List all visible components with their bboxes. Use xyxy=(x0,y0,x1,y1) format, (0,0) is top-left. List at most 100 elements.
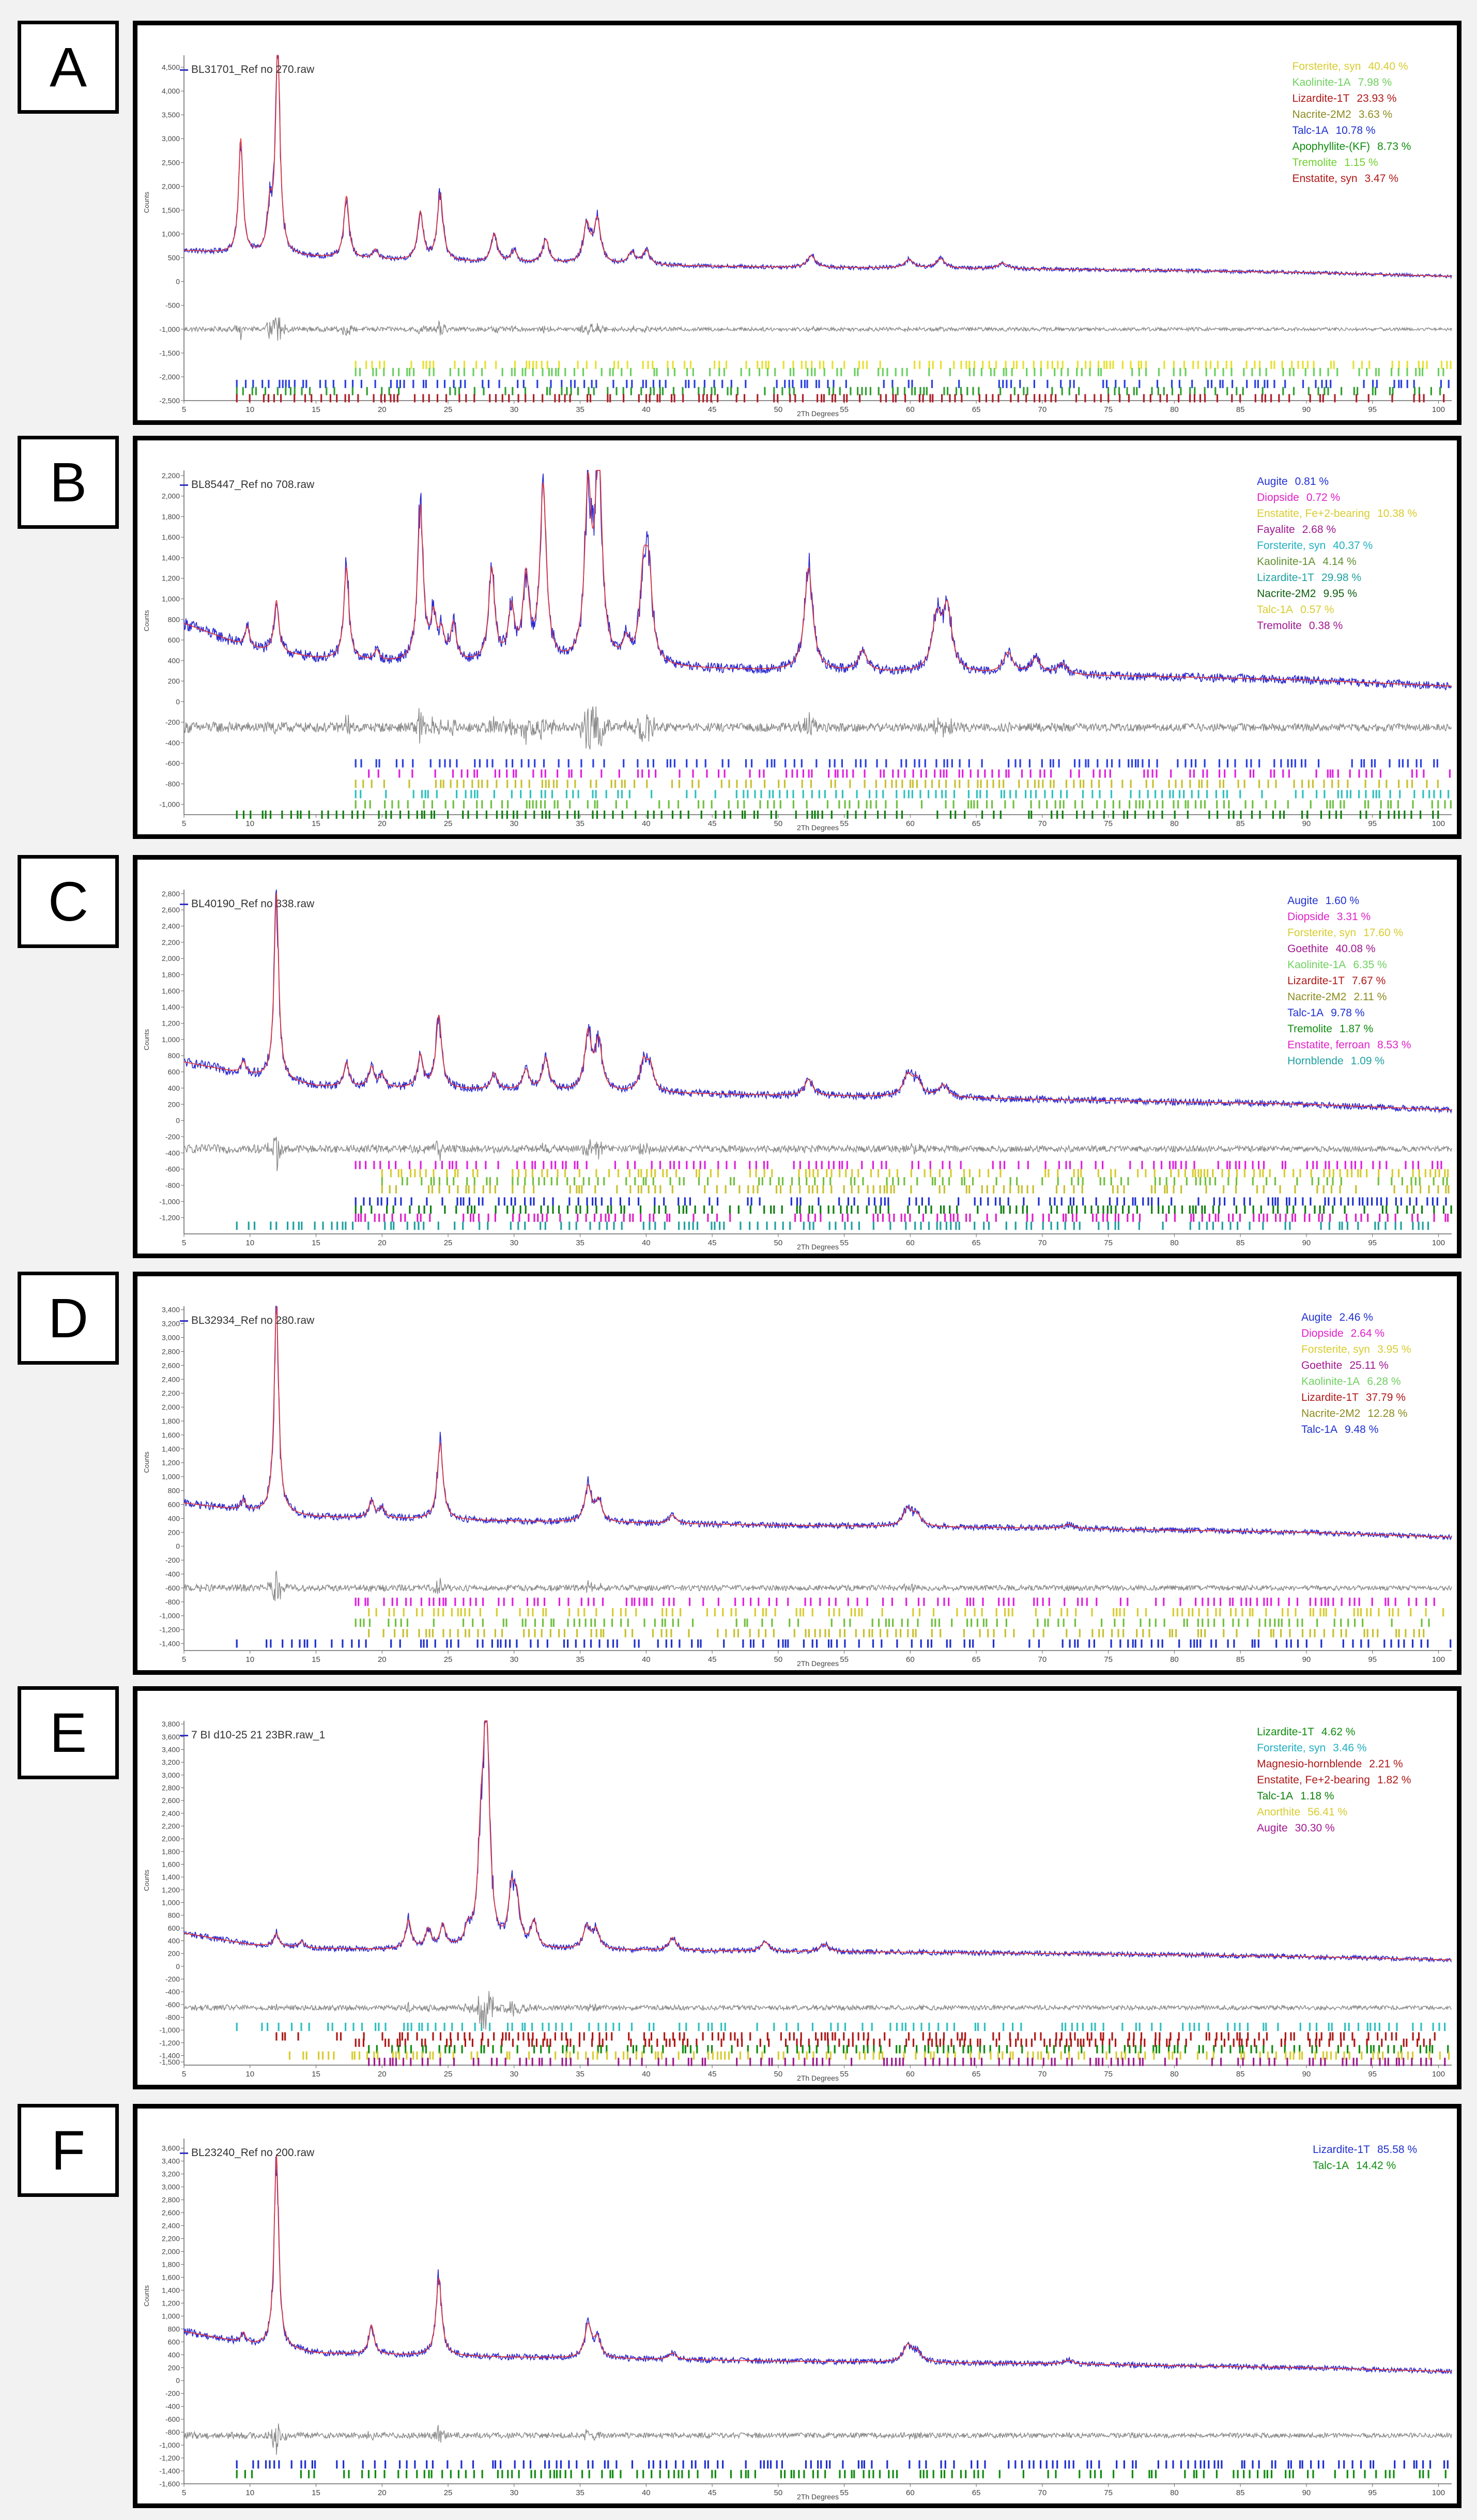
phase-name: Enstatite, ferroan xyxy=(1287,1039,1370,1051)
y-tick-label: 2,600 xyxy=(162,1361,180,1369)
phase-name: Lizardite-1T xyxy=(1292,93,1350,104)
x-tick-label: 100 xyxy=(1432,819,1445,828)
y-tick-label: 400 xyxy=(168,2350,180,2359)
legend-entry: Tremolite 0.38 % xyxy=(1257,618,1439,634)
x-tick-label: 100 xyxy=(1432,2488,1445,2497)
y-tick-label: -800 xyxy=(165,780,180,788)
y-tick-label: 1,200 xyxy=(162,1886,180,1894)
phase-name: Tremolite xyxy=(1287,1023,1332,1035)
panel-label-b: B xyxy=(18,436,119,529)
y-tick-label: 600 xyxy=(168,1500,180,1508)
x-tick-label: 60 xyxy=(906,2070,915,2079)
legend-entry: Tremolite 1.15 % xyxy=(1292,155,1439,171)
difference-curve xyxy=(183,317,1452,341)
x-tick-label: 5 xyxy=(182,1239,186,1247)
y-axis-label: Counts xyxy=(143,1870,150,1891)
x-tick-label: 95 xyxy=(1368,1655,1377,1664)
x-tick-label: 35 xyxy=(576,2070,584,2079)
legend-entry: Kaolinite-1A 4.14 % xyxy=(1257,554,1439,570)
x-tick-label: 45 xyxy=(708,1655,717,1664)
x-tick-label: 15 xyxy=(312,819,320,828)
phase-tick-row xyxy=(236,2023,1446,2031)
y-tick-label: -600 xyxy=(165,759,180,768)
phase-tick-row xyxy=(368,769,1451,778)
x-tick-label: 100 xyxy=(1432,2070,1445,2079)
y-tick-label: 1,200 xyxy=(162,1459,180,1467)
phase-percentage: 9.95 % xyxy=(1323,588,1357,600)
phase-percentage: 1.18 % xyxy=(1300,1790,1334,1802)
y-tick-label: 1,800 xyxy=(162,971,180,979)
x-tick-label: 5 xyxy=(182,819,186,828)
y-tick-label: 1,800 xyxy=(162,512,180,521)
x-tick-label: 15 xyxy=(312,2070,320,2079)
phase-percentage: 56.41 % xyxy=(1307,1806,1348,1818)
legend-entry: Talc-1A 9.78 % xyxy=(1287,1005,1439,1021)
scan-file-label: BL32934_Ref no 280.raw xyxy=(180,1315,314,1327)
phase-name: Goethite xyxy=(1287,943,1329,955)
y-tick-label: 1,500 xyxy=(162,206,180,214)
legend-entry: Diopside 0.72 % xyxy=(1257,490,1439,506)
axes: 2,800 2,600 2,400 2,200 2,000 1,800 1,600 1,400… xyxy=(143,890,1452,1251)
x-tick-label: 45 xyxy=(708,819,717,828)
y-tick-label: 1,000 xyxy=(162,1899,180,1907)
phase-name: Apophyllite-(KF) xyxy=(1292,141,1370,152)
y-tick-label: 0 xyxy=(176,697,180,706)
calculated-pattern-line xyxy=(183,470,1452,687)
y-tick-label: -1,600 xyxy=(159,2480,180,2488)
y-tick-label: 800 xyxy=(168,615,180,623)
observed-pattern-line xyxy=(183,889,1452,1114)
phase-name: Fayalite xyxy=(1257,524,1295,536)
x-tick-label: 40 xyxy=(642,819,651,828)
y-tick-label: 1,400 xyxy=(162,1003,180,1011)
phase-name: Kaolinite-1A xyxy=(1301,1376,1360,1387)
phase-name: Lizardite-1T xyxy=(1313,2144,1370,2156)
phase-percentage: 2.46 % xyxy=(1339,1311,1373,1323)
phase-reference-ticks xyxy=(236,1597,1452,1648)
phase-percentage: 6.28 % xyxy=(1367,1376,1401,1387)
x-tick-label: 30 xyxy=(510,2488,518,2497)
phase-name: Talc-1A xyxy=(1301,1424,1337,1435)
y-tick-label: 0 xyxy=(176,278,180,286)
x-tick-label: 20 xyxy=(378,2488,387,2497)
phase-name: Hornblende xyxy=(1287,1055,1344,1067)
observed-pattern-line xyxy=(183,55,1452,280)
x-tick-label: 70 xyxy=(1038,1239,1047,1247)
x-tick-label: 40 xyxy=(642,2488,651,2497)
y-tick-label: 3,800 xyxy=(162,1720,180,1728)
legend-entry: Enstatite, Fe+2-bearing 10.38 % xyxy=(1257,506,1439,522)
legend-entry: Goethite 25.11 % xyxy=(1301,1357,1439,1373)
difference-curve xyxy=(183,1570,1452,1601)
x-tick-label: 10 xyxy=(245,405,254,414)
y-tick-label: -800 xyxy=(165,2428,180,2436)
y-tick-label: -500 xyxy=(165,301,180,310)
phase-tick-row xyxy=(236,811,1439,819)
phase-tick-row xyxy=(275,2032,1436,2041)
phase-tick-row xyxy=(355,2038,1431,2047)
legend-entry: Nacrite-2M2 3.63 % xyxy=(1292,106,1439,123)
legend-entry: Forsterite, syn 3.95 % xyxy=(1301,1341,1439,1357)
y-tick-label: 2,400 xyxy=(162,2222,180,2230)
phase-tick-row xyxy=(368,1608,1444,1616)
phase-name: Tremolite xyxy=(1257,620,1302,632)
phase-tick-row xyxy=(355,790,1450,799)
legend-entry: Talc-1A 14.42 % xyxy=(1313,2158,1439,2174)
legend-entry: Enstatite, ferroan 8.53 % xyxy=(1287,1037,1439,1053)
legend-entry: Lizardite-1T 4.62 % xyxy=(1257,1724,1439,1740)
x-tick-label: 100 xyxy=(1432,405,1445,414)
y-axis-label: Counts xyxy=(143,1029,150,1050)
y-tick-label: 1,400 xyxy=(162,1445,180,1453)
phase-percentage: 0.72 % xyxy=(1306,492,1341,503)
y-tick-label: 2,000 xyxy=(162,492,180,500)
scan-file-name: BL23240_Ref no 200.raw xyxy=(191,2147,315,2159)
y-tick-label: 1,600 xyxy=(162,533,180,541)
panel-label-c: C xyxy=(18,855,119,948)
x-tick-label: 50 xyxy=(774,1239,783,1247)
calculated-pattern-line xyxy=(183,893,1452,1111)
y-tick-label: 1,800 xyxy=(162,1847,180,1856)
phase-name: Enstatite, Fe+2-bearing xyxy=(1257,508,1370,520)
phase-tick-row xyxy=(381,1177,1448,1186)
xrd-chart-panel-d: 3,400 3,200 3,000 2,800 2,600 2,400 2,200 2,000… xyxy=(133,1272,1461,1675)
y-tick-label: 2,600 xyxy=(162,906,180,914)
phase-percentage: 1.82 % xyxy=(1377,1774,1411,1786)
y-tick-label: -200 xyxy=(165,1133,180,1141)
